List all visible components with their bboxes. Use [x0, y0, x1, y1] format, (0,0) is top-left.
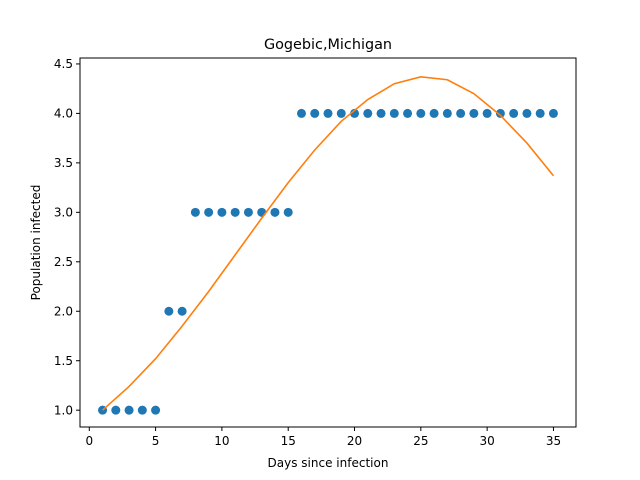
data-point	[482, 108, 492, 118]
data-point	[376, 108, 386, 118]
data-point	[495, 108, 505, 118]
data-point	[389, 108, 399, 118]
data-point	[124, 405, 134, 415]
data-point	[429, 108, 439, 118]
fit-line	[102, 75, 555, 411]
y-tick-label: 4.5	[54, 57, 73, 71]
x-tick-label: 35	[546, 434, 561, 448]
y-tick-label: 1.0	[54, 403, 73, 417]
data-point	[230, 207, 240, 217]
x-axis: 0 5 10 15 20 25 30 35	[85, 427, 561, 448]
fit-line-series	[102, 75, 555, 411]
data-point	[336, 108, 346, 118]
x-tick-label: 20	[347, 434, 362, 448]
data-point	[243, 207, 253, 217]
data-point	[151, 405, 161, 415]
x-tick-label: 25	[413, 434, 428, 448]
data-point	[137, 405, 147, 415]
x-tick-label: 10	[214, 434, 229, 448]
data-point	[416, 108, 426, 118]
y-tick-label: 3.5	[54, 156, 73, 170]
data-point	[363, 108, 373, 118]
data-point	[164, 306, 174, 316]
data-point	[296, 108, 306, 118]
x-tick-label: 5	[152, 434, 160, 448]
x-tick-label: 15	[281, 434, 296, 448]
data-point	[111, 405, 121, 415]
x-tick-label: 0	[85, 434, 93, 448]
y-tick-label: 2.5	[54, 255, 73, 269]
data-point	[283, 207, 293, 217]
data-point	[257, 207, 267, 217]
data-point	[442, 108, 452, 118]
data-point	[217, 207, 227, 217]
data-point	[204, 207, 214, 217]
data-point	[323, 108, 333, 118]
data-point	[522, 108, 532, 118]
data-point	[310, 108, 320, 118]
y-axis: 1.0 1.5 2.0 2.5 3.0 3.5 4.0 4.5	[54, 57, 80, 417]
data-point	[548, 108, 558, 118]
y-tick-label: 4.0	[54, 107, 73, 121]
data-point	[403, 108, 413, 118]
x-axis-label: Days since infection	[268, 456, 389, 470]
data-point	[535, 108, 545, 118]
chart-title: Gogebic,Michigan	[264, 37, 392, 53]
data-point	[456, 108, 466, 118]
y-tick-label: 1.5	[54, 354, 73, 368]
data-point	[469, 108, 479, 118]
y-tick-label: 2.0	[54, 305, 73, 319]
y-axis-label: Population infected	[29, 185, 43, 301]
data-point	[177, 306, 187, 316]
y-tick-label: 3.0	[54, 206, 73, 220]
data-point	[270, 207, 280, 217]
data-point	[190, 207, 200, 217]
data-point	[350, 108, 360, 118]
plot-frame	[79, 57, 577, 428]
scatter-series	[98, 108, 558, 415]
x-tick-label: 30	[480, 434, 495, 448]
data-point	[509, 108, 519, 118]
